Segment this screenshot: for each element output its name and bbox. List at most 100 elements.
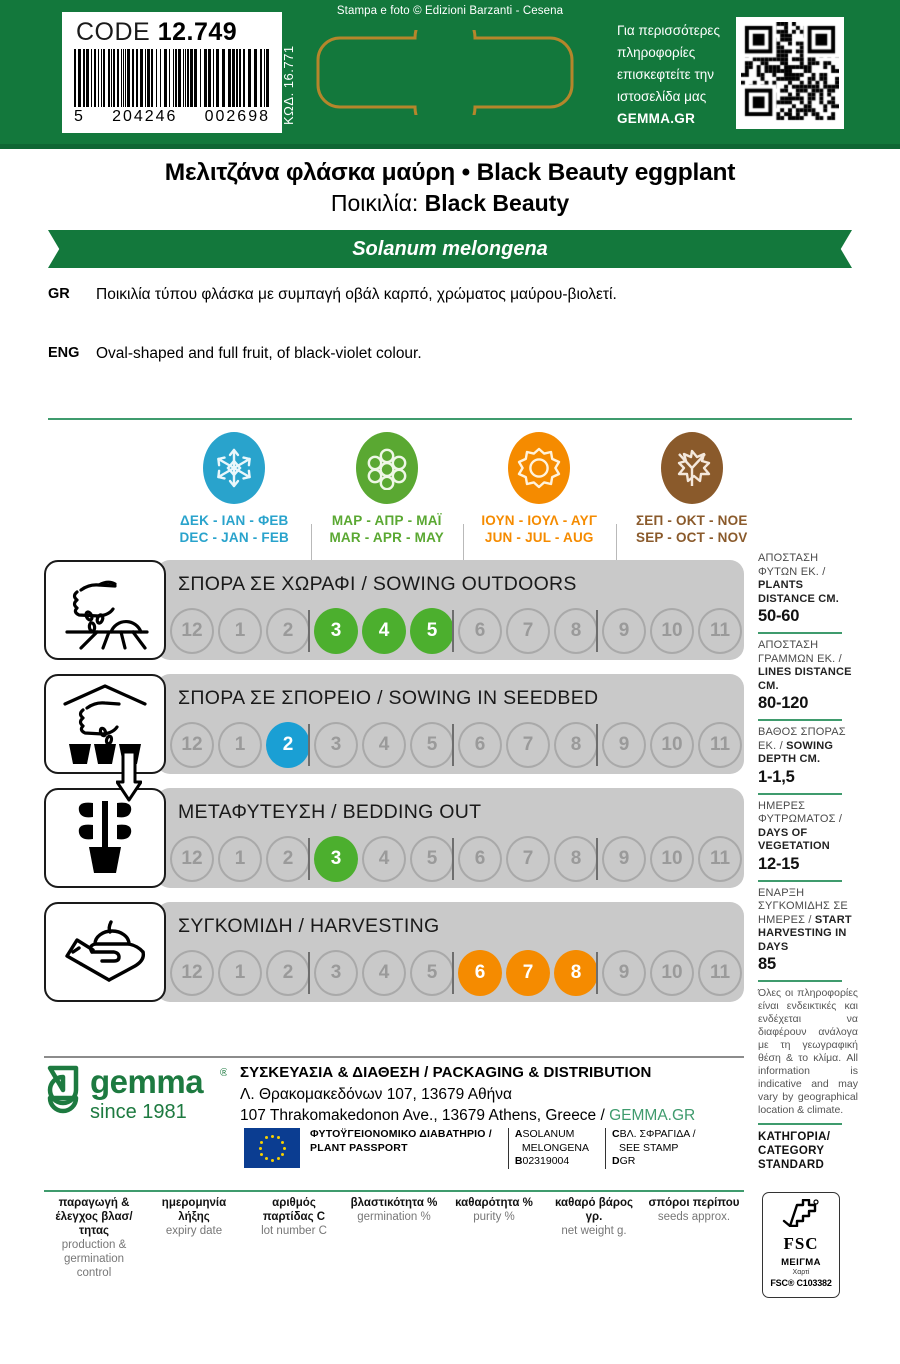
spec-label-en: LINES DISTANCE CM.: [758, 666, 852, 692]
disclaimer-note: Όλες οι πληροφορίες είναι ενδεικτικές κα…: [758, 987, 858, 1116]
footer-col-gr: ημερομηνία λήξης: [161, 1197, 227, 1223]
eu-star: [258, 1146, 262, 1150]
spec-label-gr: ΗΜΕΡΕΣ ΦΥΤΡΩΜΑΤΟΣ /: [758, 799, 843, 826]
month-4[interactable]: 4: [362, 722, 406, 768]
month-2[interactable]: 2: [266, 950, 310, 996]
month-5[interactable]: 5: [410, 950, 454, 996]
barcode-digits-left: 204246: [112, 108, 178, 125]
month-1[interactable]: 1: [218, 608, 262, 654]
spec-value: 1-1,5: [758, 767, 795, 786]
month-11[interactable]: 11: [698, 836, 742, 882]
month-5[interactable]: 5: [410, 722, 454, 768]
month-11[interactable]: 11: [698, 608, 742, 654]
qr-code[interactable]: [736, 17, 844, 129]
month-1[interactable]: 1: [218, 950, 262, 996]
month-12[interactable]: 12: [170, 836, 214, 882]
spec-days-vegetation: ΗΜΕΡΕΣ ΦΥΤΡΩΜΑΤΟΣ / DAYS OF VEGETATION 1…: [758, 800, 858, 874]
month-11[interactable]: 11: [698, 722, 742, 768]
month-1[interactable]: 1: [218, 836, 262, 882]
divider-above-footer: [44, 1190, 744, 1192]
footer-col-seeds: σπόροι περίπου seeds approx.: [644, 1196, 744, 1280]
season-spring-gr: ΜΑΡ - ΑΠΡ - ΜΑΪ: [331, 513, 442, 528]
month-10[interactable]: 10: [650, 836, 694, 882]
month-group-spring: 3 4 5: [308, 836, 456, 882]
seedling-bedding-out-icon: [44, 788, 166, 888]
month-4[interactable]: 4: [362, 836, 406, 882]
month-8[interactable]: 8: [554, 836, 598, 882]
timeline-row-bedding-out: ΜΕΤΑΦΥΤΕΥΣΗ / BEDDING OUT 12 1 2 3 4 5 6…: [44, 788, 744, 890]
month-12[interactable]: 12: [170, 722, 214, 768]
spec-label: ΒΑΘΟΣ ΣΠΟΡΑΣ ΕΚ. / SOWING DEPTH CM.: [758, 726, 858, 767]
month-10[interactable]: 10: [650, 722, 694, 768]
footer-col-gr: σπόροι περίπου: [648, 1197, 740, 1209]
footer-col-gr: καθαρότητα %: [455, 1197, 533, 1209]
pp-d-value: GR: [619, 1155, 636, 1167]
timeline-row-sowing-seedbed: ΣΠΟΡΑ ΣΕ ΣΠΟΡΕΙΟ / SOWING IN SEEDBED 12 …: [44, 674, 744, 802]
month-group-spring: 3 4 5: [308, 950, 456, 996]
month-3[interactable]: 3: [314, 608, 358, 654]
month-9[interactable]: 9: [602, 722, 646, 768]
page-title: Μελιτζάνα φλάσκα μαύρη • Black Beauty eg…: [164, 159, 736, 186]
month-5[interactable]: 5: [410, 836, 454, 882]
pp-c-label: C: [612, 1128, 620, 1140]
month-8[interactable]: 8: [554, 722, 598, 768]
fsc-code: FSC® C103382: [770, 1278, 832, 1288]
month-9[interactable]: 9: [602, 836, 646, 882]
header-website[interactable]: GEMMA.GR: [617, 111, 696, 126]
month-8[interactable]: 8: [554, 950, 598, 996]
spec-label: ΗΜΕΡΕΣ ΦΥΤΡΩΜΑΤΟΣ / DAYS OF VEGETATION: [758, 800, 858, 854]
plant-passport-cd: CΒΛ. ΣΦΡΑΓΙΔΑ / SEE STAMP DGR: [605, 1128, 696, 1169]
month-10[interactable]: 10: [650, 608, 694, 654]
month-6[interactable]: 6: [458, 950, 502, 996]
month-11[interactable]: 11: [698, 950, 742, 996]
vertical-code: ΚΩΔ. 16.771: [281, 45, 296, 125]
month-5[interactable]: 5: [410, 608, 454, 654]
month-12[interactable]: 12: [170, 950, 214, 996]
spec-divider: [758, 632, 842, 634]
pp-a-value-1: SOLANUM: [522, 1128, 575, 1140]
month-group-autumn: 9 10 11: [596, 722, 744, 768]
month-7[interactable]: 7: [506, 950, 550, 996]
month-7[interactable]: 7: [506, 608, 550, 654]
month-2[interactable]: 2: [266, 722, 310, 768]
spec-label-en: SOWING DEPTH CM.: [758, 739, 834, 766]
description-gr-text: Ποικιλία τύπου φλάσκα με συμπαγή οβάλ κα…: [96, 286, 617, 303]
month-8[interactable]: 8: [554, 608, 598, 654]
month-4[interactable]: 4: [362, 608, 406, 654]
pp-d-label: D: [612, 1155, 620, 1167]
footer-col-en: purity %: [473, 1211, 515, 1223]
month-12[interactable]: 12: [170, 608, 214, 654]
month-7[interactable]: 7: [506, 836, 550, 882]
month-7[interactable]: 7: [506, 722, 550, 768]
month-6[interactable]: 6: [458, 608, 502, 654]
season-strip: ΔΕΚ - ΙΑΝ - ΦΕΒ DEC - JAN - FEB ΜΑΡ - ΑΠ…: [158, 432, 768, 566]
footer-col-en: germination %: [357, 1211, 431, 1223]
spec-label-en: DAYS OF VEGETATION: [758, 826, 830, 853]
month-4[interactable]: 4: [362, 950, 406, 996]
latin-name-banner: Solanum melongena: [48, 230, 852, 268]
gemma-logo[interactable]: gemma ® since 1981: [42, 1062, 228, 1129]
footer-col-en: seeds approx.: [657, 1211, 731, 1223]
month-1[interactable]: 1: [218, 722, 262, 768]
season-summer: ΙΟΥΝ - ΙΟΥΛ - ΑΥΓ JUN - JUL - AUG: [463, 432, 616, 566]
eu-star: [282, 1146, 286, 1150]
eu-star: [276, 1156, 280, 1160]
month-2[interactable]: 2: [266, 836, 310, 882]
month-10[interactable]: 10: [650, 950, 694, 996]
company-website[interactable]: GEMMA.GR: [609, 1107, 696, 1124]
month-9[interactable]: 9: [602, 950, 646, 996]
season-spring: ΜΑΡ - ΑΠΡ - ΜΑΪ MAR - APR - MAY: [310, 432, 464, 566]
barcode-block: CODE 12.749 5 204246 002698: [62, 12, 282, 133]
month-6[interactable]: 6: [458, 722, 502, 768]
month-group-spring: 3 4 5: [308, 722, 456, 768]
month-3[interactable]: 3: [314, 722, 358, 768]
code-label: CODE: [76, 18, 151, 46]
month-3[interactable]: 3: [314, 950, 358, 996]
month-9[interactable]: 9: [602, 608, 646, 654]
footer-col-germination: βλαστικότητα % germination %: [344, 1196, 444, 1280]
month-group-spring: 3 4 5: [308, 608, 456, 654]
month-3[interactable]: 3: [314, 836, 358, 882]
footer-col-en: net weight g.: [561, 1225, 627, 1237]
month-6[interactable]: 6: [458, 836, 502, 882]
month-2[interactable]: 2: [266, 608, 310, 654]
